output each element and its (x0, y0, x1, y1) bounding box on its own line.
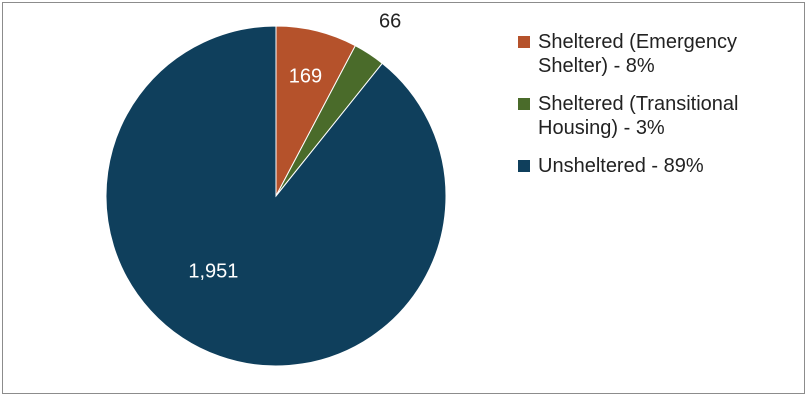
legend-label-emergency-shelter: Sheltered (Emergency Shelter) - 8% (538, 31, 737, 77)
pie-label-transitional-housing: 66 (379, 10, 401, 32)
pie-slice-unsheltered (105, 25, 447, 367)
legend-label-transitional-housing: Sheltered (Transitional Housing) - 3% (538, 93, 739, 139)
pie-label-unsheltered: 1,951 (188, 260, 238, 282)
legend-swatch-transitional-housing (518, 98, 530, 110)
legend: Sheltered (Emergency Shelter) - 8% Shelt… (518, 30, 788, 192)
legend-item-emergency-shelter: Sheltered (Emergency Shelter) - 8% (518, 30, 788, 78)
pie-label-emergency-shelter: 169 (289, 65, 322, 87)
legend-item-unsheltered: Unsheltered - 89% (518, 154, 788, 178)
legend-label-unsheltered: Unsheltered - 89% (538, 155, 704, 177)
legend-swatch-unsheltered (518, 160, 530, 172)
legend-swatch-emergency-shelter (518, 36, 530, 48)
legend-item-transitional-housing: Sheltered (Transitional Housing) - 3% (518, 92, 788, 140)
